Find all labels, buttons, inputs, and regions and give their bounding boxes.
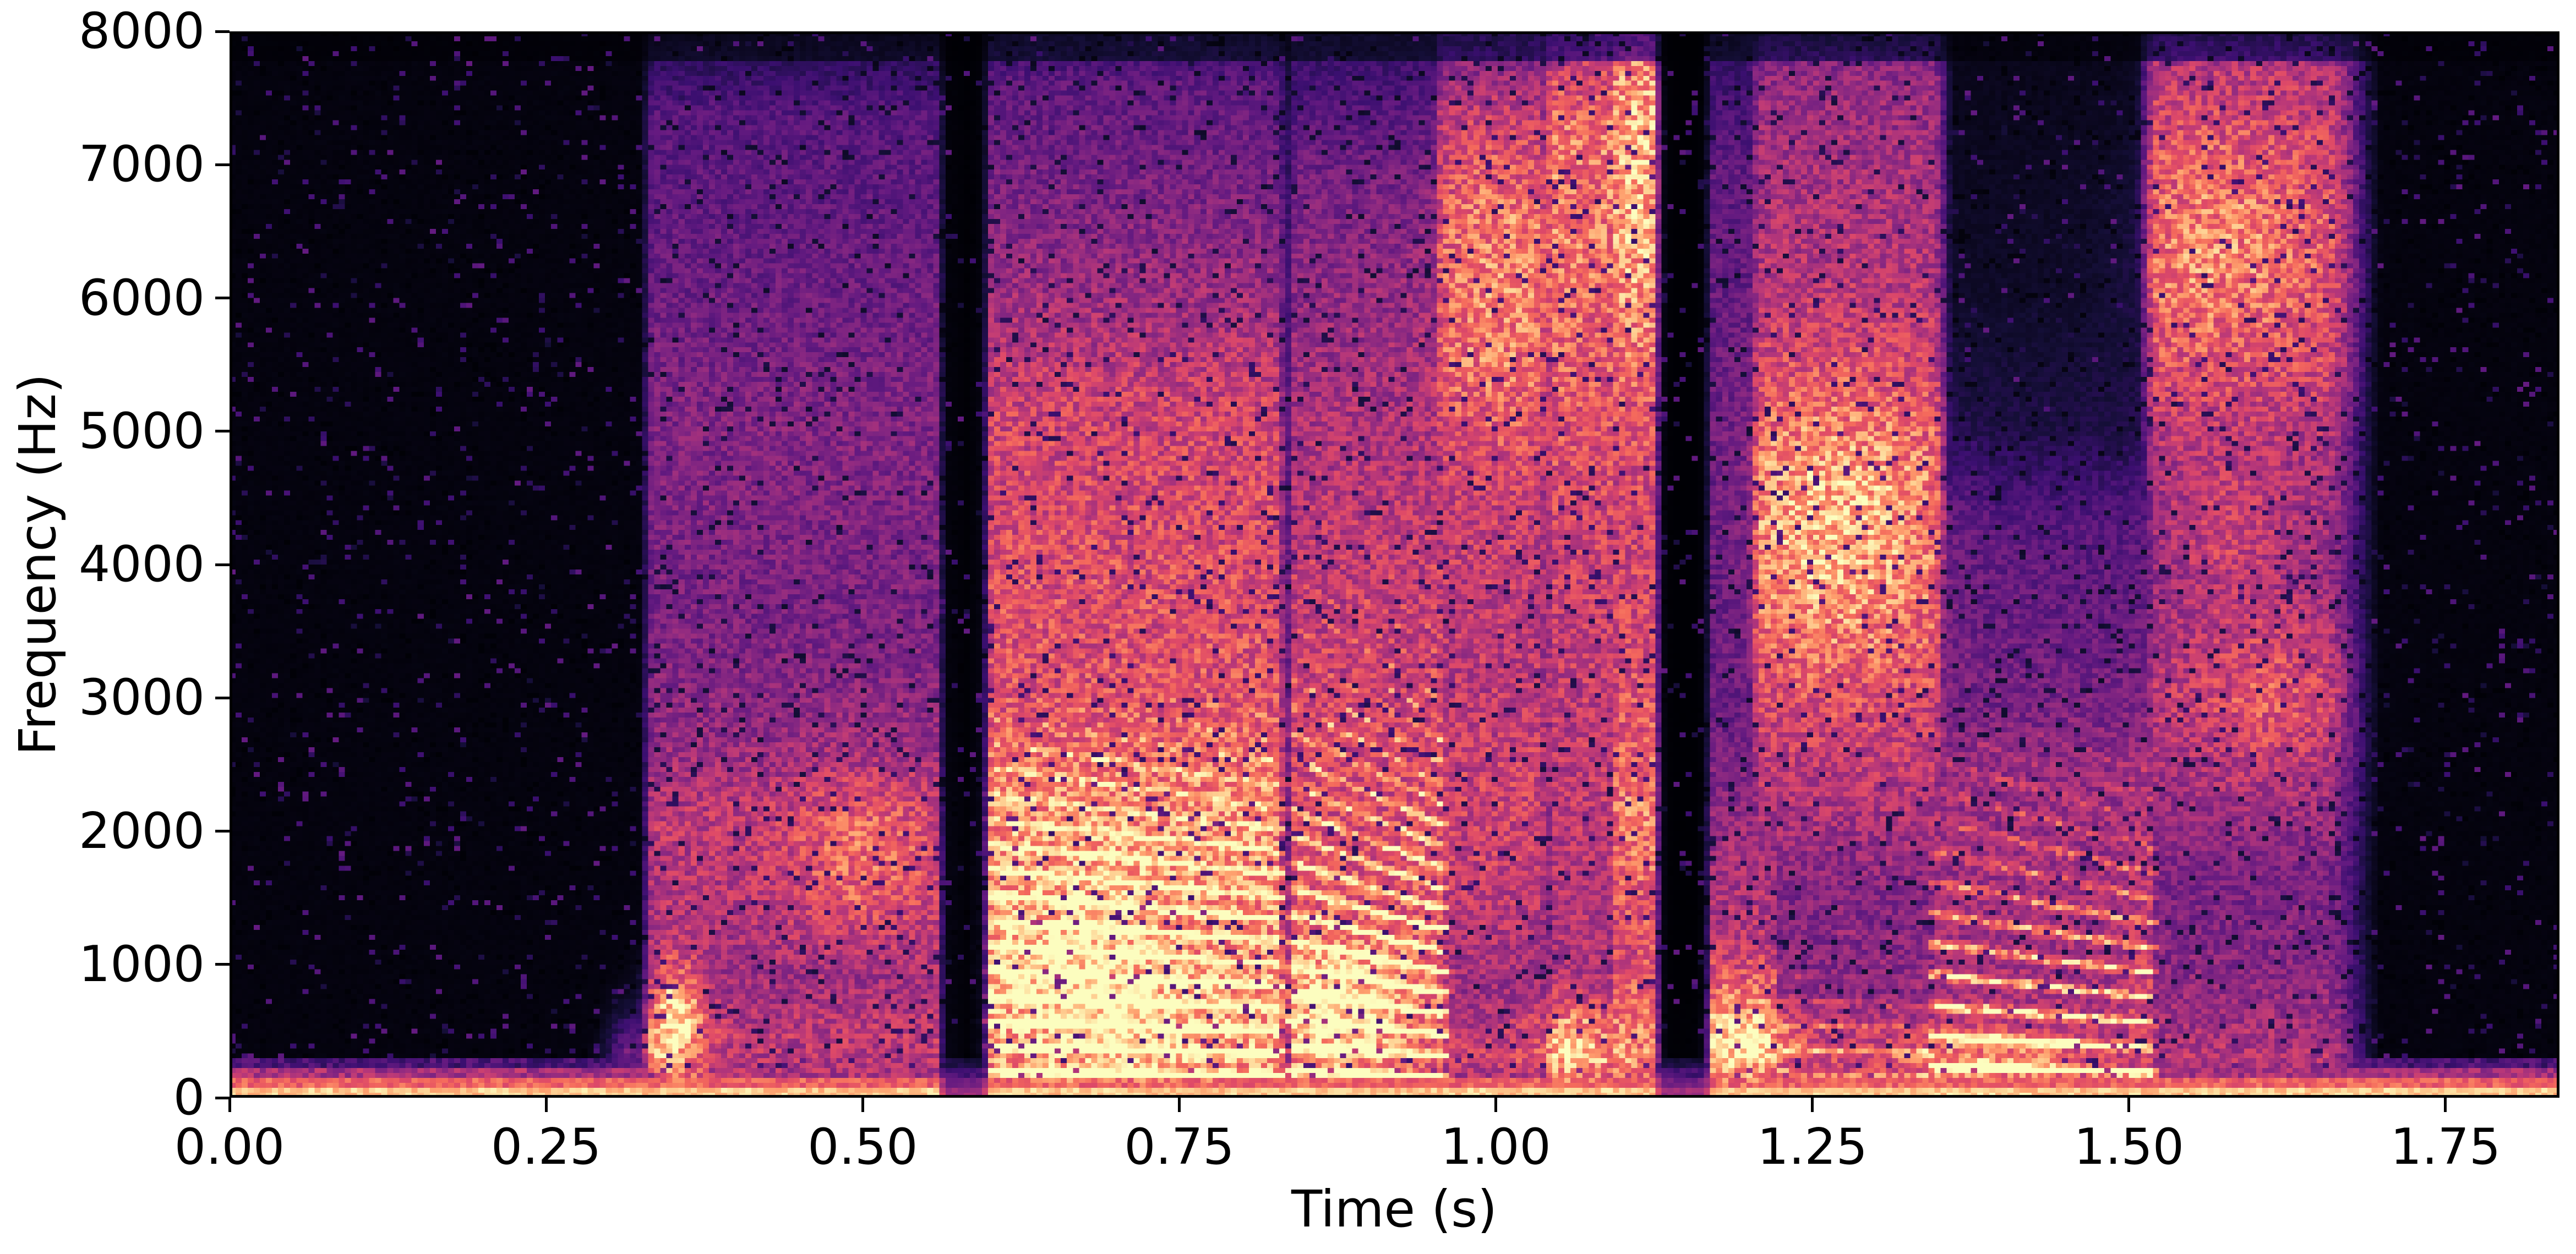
- x-tick-mark: [544, 1098, 548, 1112]
- x-tick-label: 0.50: [807, 1118, 918, 1176]
- spectrogram-canvas: [230, 31, 2559, 1098]
- y-tick-label: 8000: [78, 2, 205, 60]
- y-tick-label: 6000: [78, 269, 205, 327]
- y-tick-mark: [215, 963, 230, 966]
- y-axis-title: Frequency (Hz): [8, 374, 67, 755]
- y-tick-mark: [215, 30, 230, 33]
- x-tick-label: 0.00: [174, 1118, 285, 1176]
- y-tick-label: 3000: [78, 669, 205, 727]
- x-tick-label: 1.00: [1440, 1118, 1551, 1176]
- y-tick-mark: [215, 1096, 230, 1099]
- x-tick-mark: [2444, 1098, 2447, 1112]
- y-tick-label: 1000: [78, 935, 205, 993]
- y-tick-mark: [215, 830, 230, 833]
- x-tick-label: 1.75: [2390, 1118, 2501, 1176]
- x-tick-mark: [1177, 1098, 1181, 1112]
- y-tick-mark: [215, 297, 230, 299]
- x-tick-mark: [2127, 1098, 2131, 1112]
- y-tick-label: 7000: [78, 135, 205, 194]
- x-axis-title: Time (s): [1291, 1180, 1498, 1239]
- y-tick-label: 0: [173, 1069, 205, 1126]
- y-tick-label: 4000: [78, 535, 205, 593]
- y-tick-mark: [215, 696, 230, 699]
- x-tick-label: 0.25: [490, 1118, 602, 1176]
- y-tick-mark: [215, 163, 230, 166]
- plot-area: [230, 31, 2559, 1098]
- y-tick-label: 2000: [78, 802, 205, 860]
- y-tick-mark: [215, 563, 230, 566]
- y-tick-label: 5000: [78, 402, 205, 460]
- x-tick-mark: [1811, 1098, 1814, 1112]
- x-tick-mark: [1494, 1098, 1498, 1112]
- x-tick-mark: [861, 1098, 864, 1112]
- y-tick-mark: [215, 430, 230, 433]
- x-tick-label: 0.75: [1124, 1118, 1235, 1176]
- x-tick-mark: [228, 1098, 231, 1112]
- x-tick-label: 1.50: [2073, 1118, 2185, 1176]
- x-tick-label: 1.25: [1757, 1118, 1868, 1176]
